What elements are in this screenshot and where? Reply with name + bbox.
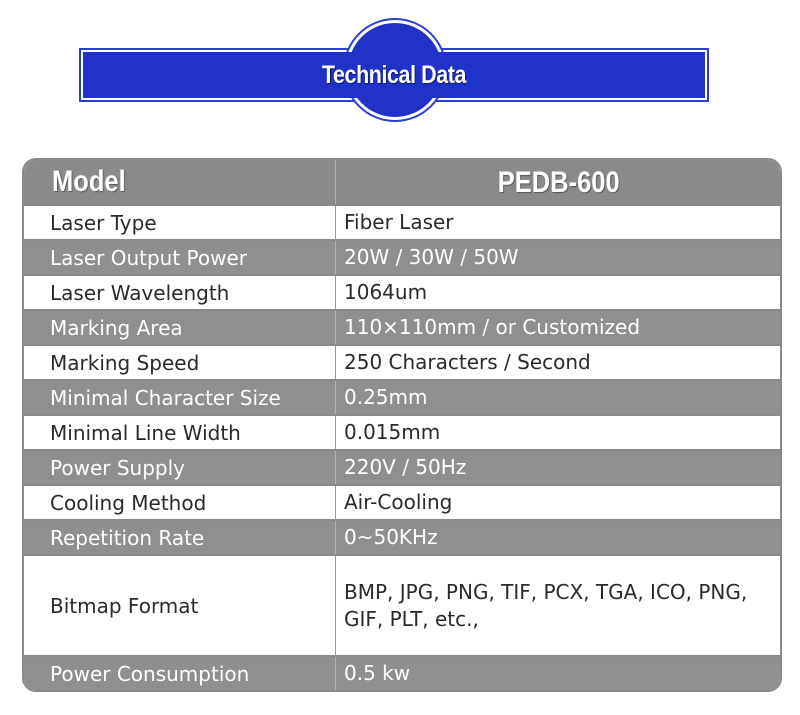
- technical-data-table: Model PEDB-600 Laser Type Fiber Laser La…: [22, 158, 782, 692]
- table-row-power-consumption: Power Consumption 0.5 kw: [24, 655, 780, 690]
- row-value: BMP, JPG, PNG, TIF, PCX, TGA, ICO, PNG, …: [344, 579, 748, 631]
- table-row-cooling-method: Cooling Method Air-Cooling: [24, 484, 780, 519]
- banner-bar-fill: [83, 52, 705, 98]
- row-key: Laser Output Power: [24, 241, 336, 274]
- table-row-repetition-rate: Repetition Rate 0~50KHz: [24, 519, 780, 554]
- table-header-row: Model PEDB-600: [24, 160, 780, 204]
- row-key: Power Consumption: [24, 657, 336, 690]
- row-value: Fiber Laser: [344, 210, 454, 234]
- row-key: Minimal Character Size: [24, 381, 336, 414]
- row-key: Cooling Method: [24, 486, 336, 519]
- table-row-laser-wavelength: Laser Wavelength 1064um: [24, 274, 780, 309]
- header-key-cell: Model: [24, 160, 336, 204]
- table-row-minimal-character-size: Minimal Character Size 0.25mm: [24, 379, 780, 414]
- header-model-value: PEDB-600: [498, 165, 620, 199]
- row-key: Repetition Rate: [24, 521, 336, 554]
- table-row-laser-output-power: Laser Output Power 20W / 30W / 50W: [24, 239, 780, 274]
- section-title: Technical Data: [321, 61, 467, 89]
- row-key: Laser Type: [24, 206, 336, 239]
- row-value: 0.015mm: [344, 420, 441, 444]
- row-key: Power Supply: [24, 451, 336, 484]
- section-banner: Technical Data: [0, 0, 800, 130]
- row-value: 0.5 kw: [344, 661, 411, 685]
- table-row-power-supply: Power Supply 220V / 50Hz: [24, 449, 780, 484]
- table-row-laser-type: Laser Type Fiber Laser: [24, 204, 780, 239]
- row-value: Air-Cooling: [344, 490, 453, 514]
- row-key: Bitmap Format: [24, 556, 336, 655]
- row-value: 20W / 30W / 50W: [344, 245, 519, 269]
- header-value-cell: PEDB-600: [336, 160, 780, 204]
- row-key: Marking Area: [24, 311, 336, 344]
- row-value: 220V / 50Hz: [344, 455, 467, 479]
- row-value: 1064um: [344, 280, 428, 304]
- row-value: 0.25mm: [344, 385, 428, 409]
- header-model-label: Model: [52, 165, 126, 198]
- row-key: Minimal Line Width: [24, 416, 336, 449]
- row-key: Marking Speed: [24, 346, 336, 379]
- row-value: 0~50KHz: [344, 525, 438, 549]
- table-row-marking-speed: Marking Speed 250 Characters / Second: [24, 344, 780, 379]
- row-value: 250 Characters / Second: [344, 350, 591, 374]
- table-row-marking-area: Marking Area 110×110mm / or Customized: [24, 309, 780, 344]
- table-row-minimal-line-width: Minimal Line Width 0.015mm: [24, 414, 780, 449]
- table-row-bitmap-format: Bitmap Format BMP, JPG, PNG, TIF, PCX, T…: [24, 554, 780, 655]
- row-key: Laser Wavelength: [24, 276, 336, 309]
- row-value: 110×110mm / or Customized: [344, 315, 641, 339]
